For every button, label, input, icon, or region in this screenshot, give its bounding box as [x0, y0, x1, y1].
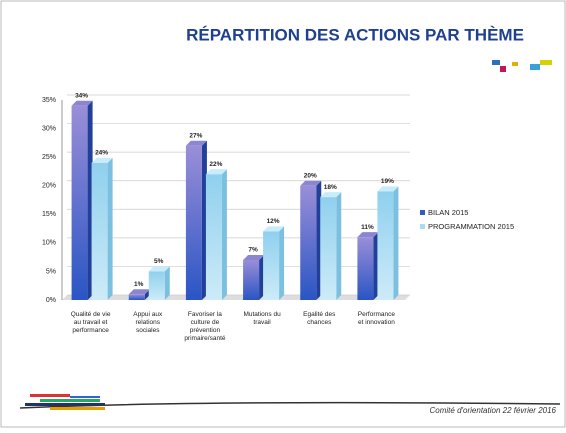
bar [149, 271, 165, 300]
legend-label: BILAN 2015 [428, 208, 468, 217]
x-tick-line: travail [253, 319, 271, 326]
value-label: 27% [189, 132, 202, 139]
value-label: 18% [324, 184, 337, 191]
x-tick-line: Egalité des [303, 311, 336, 318]
slide: RÉPARTITION DES ACTIONS PAR THÈME Comité… [0, 0, 566, 428]
bar [300, 186, 316, 300]
value-label: 7% [248, 247, 258, 254]
y-tick-label: 10% [42, 240, 56, 247]
y-tick-label: 30% [42, 125, 56, 132]
y-tick-label: 35% [42, 97, 56, 104]
bar [129, 294, 145, 300]
x-tick-line: Qualité de vie [71, 311, 111, 318]
x-tick-line: et innovation [358, 319, 395, 326]
legend-swatch [420, 224, 425, 229]
bar [377, 191, 393, 300]
x-tick-line: relations [135, 319, 160, 326]
legend-label: PROGRAMMATION 2015 [428, 222, 514, 231]
x-tick-line: Mutations du [243, 311, 281, 318]
value-label: 34% [75, 92, 88, 99]
y-tick-label: 5% [46, 268, 56, 275]
bar-side [165, 266, 170, 300]
x-tick-line: chances [307, 319, 332, 326]
bar-side [393, 186, 398, 300]
legend-swatch [420, 210, 425, 215]
y-tick-label: 15% [42, 211, 56, 218]
x-tick-line: performance [72, 327, 109, 334]
value-label: 19% [381, 178, 394, 185]
value-label: 22% [209, 161, 222, 168]
bar-side [108, 158, 113, 300]
bar-side [336, 192, 341, 300]
value-label: 1% [134, 281, 144, 288]
bar [320, 197, 336, 300]
x-tick-line: culture de [191, 319, 220, 326]
bar [206, 174, 222, 300]
bar [263, 231, 279, 300]
bar [357, 237, 373, 300]
bar [243, 260, 259, 300]
x-tick-line: au travail et [74, 319, 108, 326]
y-tick-label: 25% [42, 154, 56, 161]
x-tick-line: primaire/santé [184, 335, 226, 342]
value-label: 12% [267, 218, 280, 225]
bar-side [279, 226, 284, 300]
footer-text: Comité d'orientation 22 février 2016 [430, 406, 557, 415]
x-tick-line: Appui aux [133, 311, 163, 318]
value-label: 24% [95, 150, 108, 157]
bar [186, 146, 202, 300]
bar [92, 163, 108, 300]
x-tick-line: Favoriser la [188, 311, 222, 318]
bar-side [222, 169, 227, 300]
y-tick-label: 20% [42, 183, 56, 190]
value-label: 5% [154, 258, 164, 265]
bar [72, 106, 88, 300]
x-tick-line: sociales [136, 327, 160, 334]
x-tick-line: Performance [358, 311, 396, 318]
value-label: 11% [361, 224, 374, 231]
x-tick-line: prévention [190, 327, 221, 334]
value-label: 20% [304, 172, 317, 179]
y-tick-label: 0% [46, 297, 56, 304]
chart-title: RÉPARTITION DES ACTIONS PAR THÈME [186, 25, 524, 44]
